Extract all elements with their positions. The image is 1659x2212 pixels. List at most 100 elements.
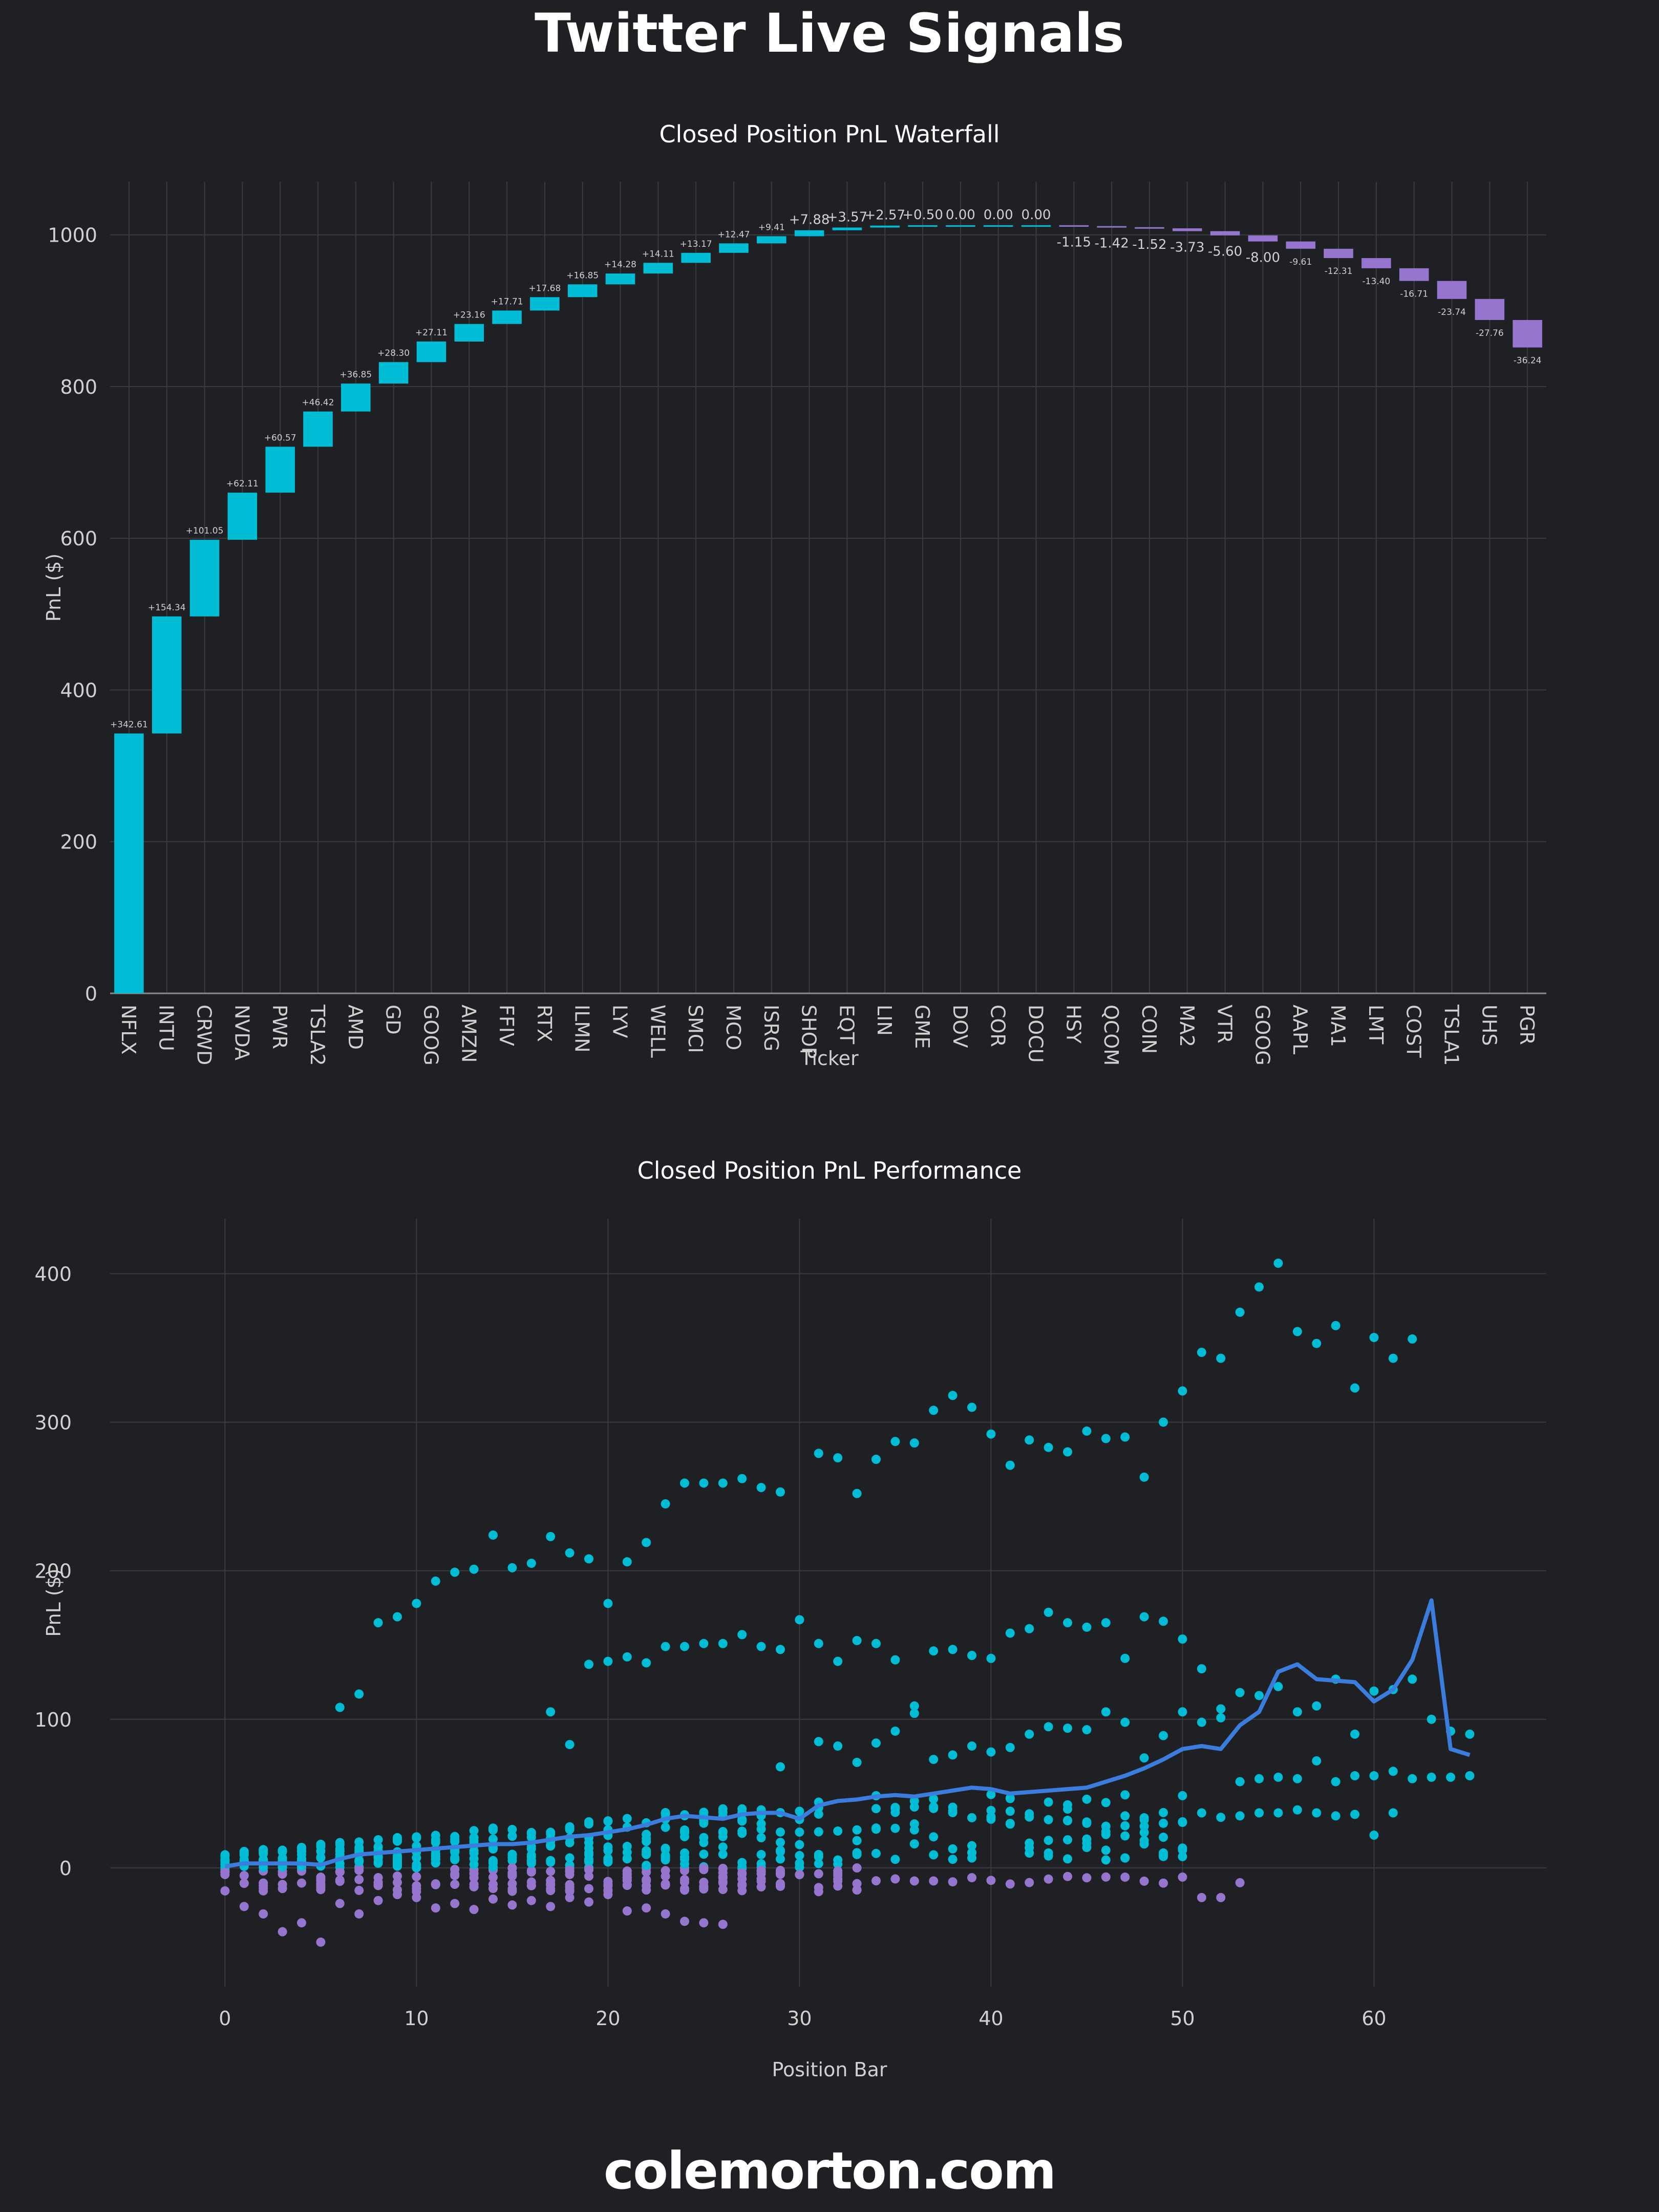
scatter-point (929, 1876, 939, 1886)
scatter-point (986, 1653, 996, 1663)
scatter-point (1044, 1851, 1053, 1861)
scatter-point (948, 1750, 958, 1760)
scatter-point (871, 1455, 881, 1464)
scatter-point (1082, 1725, 1092, 1735)
scatter-point (833, 1656, 843, 1666)
bar-value-label: -1.42 (1094, 236, 1129, 251)
bar-value-label: +7.88 (789, 212, 830, 228)
scatter-point (929, 1646, 939, 1656)
scatter-point (373, 1881, 383, 1890)
scatter-point (1197, 1717, 1206, 1727)
scatter-point (776, 1881, 785, 1891)
scatter-point (431, 1576, 440, 1586)
scatter-point (1216, 1353, 1226, 1363)
scatter-point (986, 1429, 996, 1439)
scatter-point (1216, 1704, 1226, 1714)
scatter-point (1350, 1729, 1359, 1739)
scatter-point (699, 1849, 709, 1859)
x-axis-title: Ticker (800, 1047, 859, 1070)
scatter-point (1388, 1353, 1398, 1363)
scatter-point (852, 1836, 862, 1845)
scatter-point (488, 1823, 498, 1833)
scatter-point (393, 1833, 402, 1842)
scatter-point (642, 1860, 651, 1870)
scatter-point (986, 1812, 996, 1821)
scatter-point (1350, 1383, 1359, 1393)
x-tick-label: GOOG (1251, 1005, 1273, 1066)
scatter-point (1331, 1777, 1341, 1786)
scatter-point (1216, 1713, 1226, 1722)
scatter-point (469, 1846, 479, 1856)
scatter-point (1025, 1848, 1034, 1858)
scatter-point (335, 1840, 345, 1849)
scatter-point (565, 1892, 575, 1902)
scatter-point (1082, 1426, 1092, 1436)
scatter-point (488, 1894, 498, 1904)
scatter-point (776, 1854, 785, 1864)
x-tick-label: 0 (219, 2007, 231, 2030)
scatter-point (622, 1814, 632, 1823)
waterfall-bar (416, 342, 446, 363)
scatter-point (967, 1402, 976, 1412)
scatter-point (986, 1790, 996, 1799)
scatter-point (1044, 1797, 1053, 1807)
scatter-point (833, 1741, 843, 1751)
scatter-point (871, 1876, 881, 1886)
scatter-point (1254, 1774, 1264, 1783)
scatter-point (1350, 1771, 1359, 1781)
y-tick-label: 0 (85, 983, 97, 1005)
scatter-point (1063, 1724, 1072, 1733)
scatter-point (507, 1563, 517, 1572)
scatter-point (1350, 1810, 1359, 1819)
scatter-point (1273, 1682, 1283, 1691)
scatter-point (1120, 1717, 1130, 1727)
scatter-point (1159, 1617, 1168, 1626)
scatter-point (584, 1843, 593, 1853)
scatter-point (1120, 1790, 1130, 1800)
scatter-point (909, 1796, 919, 1806)
scatter-point (871, 1824, 881, 1834)
scatter-point (488, 1530, 498, 1540)
scatter-point (1063, 1618, 1072, 1628)
scatter-point (488, 1858, 498, 1868)
scatter-point (1063, 1854, 1072, 1864)
scatter-point (546, 1829, 556, 1839)
scatter-point (373, 1835, 383, 1845)
scatter-point (967, 1841, 976, 1851)
scatter-point (354, 1885, 364, 1895)
waterfall-bar (530, 297, 560, 311)
scatter-point (603, 1656, 613, 1666)
performance-scatter-chart: Closed Position PnL Performance010020030… (34, 1157, 1546, 2081)
scatter-point (1120, 1873, 1130, 1882)
scatter-point (1159, 1852, 1168, 1861)
scatter-point (986, 1747, 996, 1757)
scatter-point (909, 1701, 919, 1711)
bar-value-label: +13.17 (680, 239, 712, 249)
scatter-point (412, 1892, 421, 1902)
y-tick-label: 800 (60, 376, 97, 398)
waterfall-bar (1248, 235, 1278, 242)
y-tick-label: 100 (34, 1709, 72, 1731)
scatter-point (756, 1819, 766, 1829)
scatter-point (1235, 1811, 1245, 1821)
scatter-point (1408, 1774, 1417, 1783)
bar-value-label: +17.71 (491, 296, 523, 307)
scatter-point (680, 1866, 689, 1876)
scatter-point (909, 1709, 919, 1718)
scatter-point (1159, 1833, 1168, 1842)
scatter-point (526, 1829, 536, 1839)
x-tick-label: DOV (949, 1005, 971, 1048)
scatter-point (546, 1857, 556, 1867)
scatter-point (718, 1639, 728, 1648)
scatter-point (239, 1902, 249, 1911)
scatter-point (469, 1854, 479, 1864)
x-tick-label: 20 (595, 2007, 620, 2030)
waterfall-bar (946, 225, 975, 227)
x-tick-label: NVDA (230, 1005, 253, 1060)
scatter-point (642, 1849, 651, 1859)
scatter-point (239, 1870, 249, 1880)
scatter-point (756, 1483, 766, 1493)
x-tick-label: PGR (1516, 1005, 1538, 1045)
scatter-point (776, 1838, 785, 1847)
y-tick-label: 300 (34, 1411, 72, 1434)
